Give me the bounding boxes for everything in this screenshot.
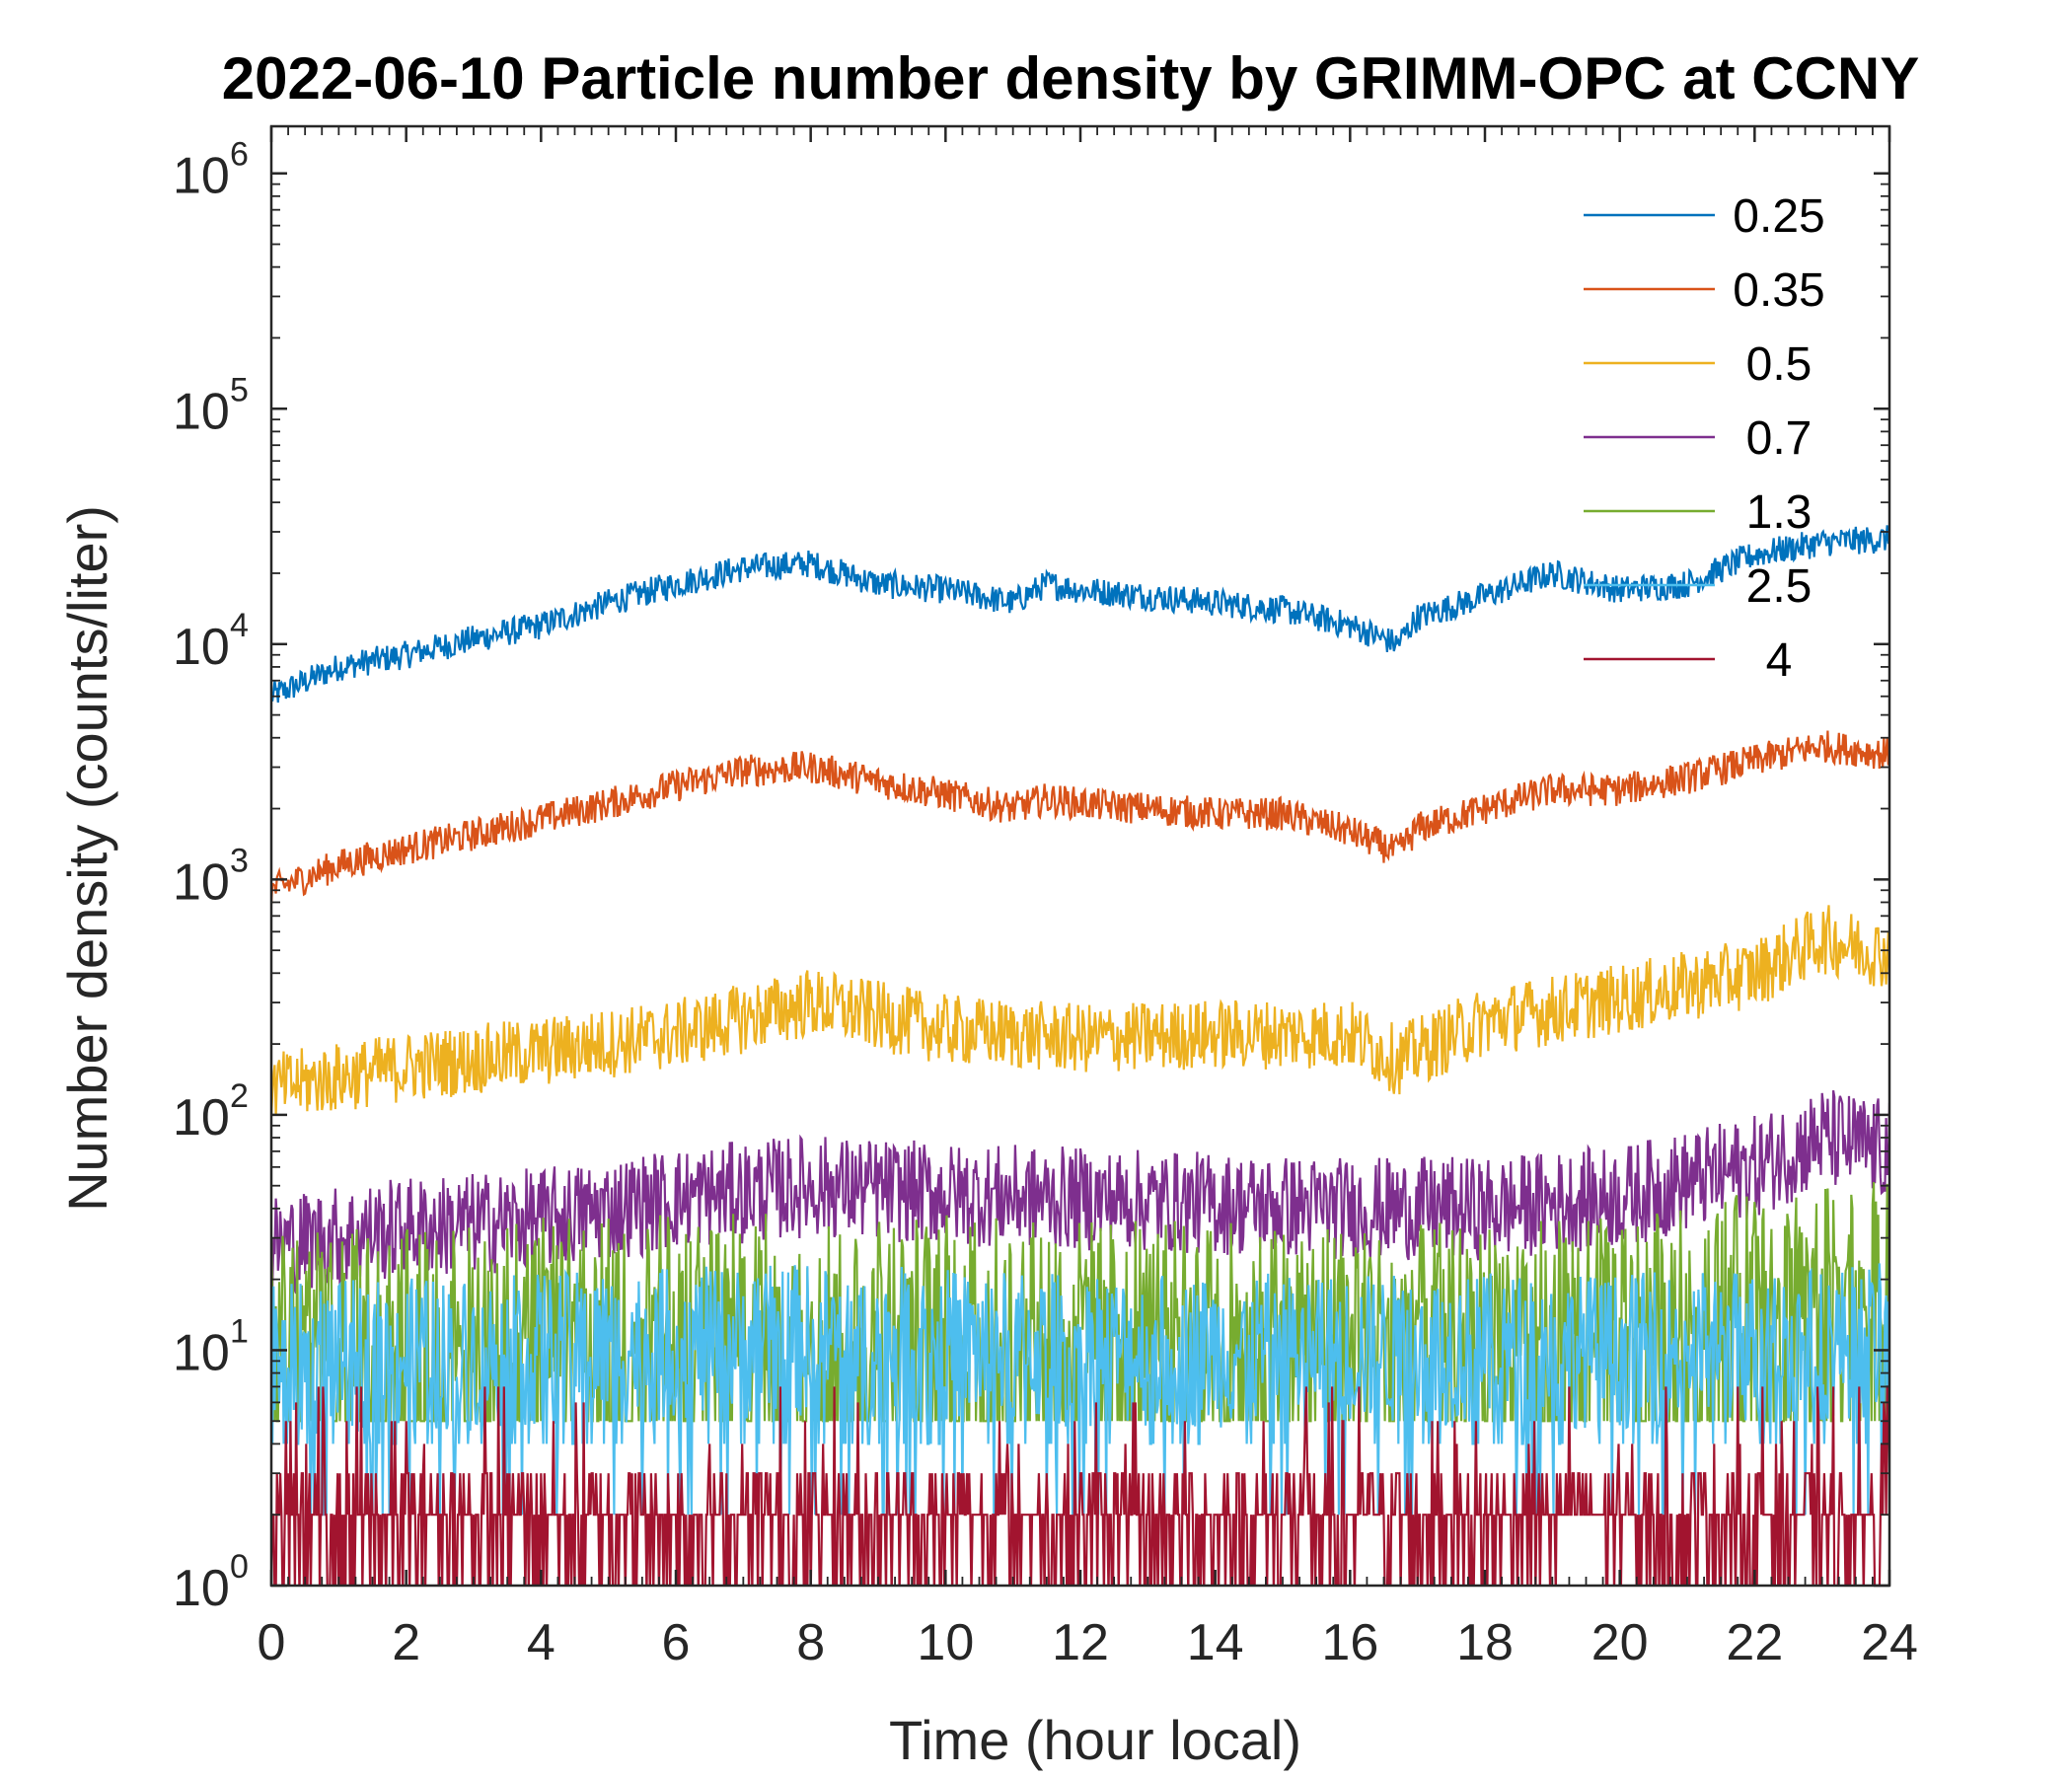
- x-tick-label: 0: [258, 1614, 286, 1671]
- legend-entry-0_35: 0.35: [1584, 264, 1825, 317]
- legend-label: 0.7: [1746, 412, 1813, 465]
- x-tick-label: 4: [527, 1614, 555, 1671]
- y-tick-label-base: 10: [173, 383, 230, 440]
- legend-entry-0_7: 0.7: [1584, 412, 1812, 465]
- legend-label: 1.3: [1746, 486, 1813, 539]
- series-line-0_7: [271, 1090, 1889, 1295]
- legend-entry-4: 4: [1584, 634, 1792, 687]
- x-tick-label: 22: [1726, 1614, 1783, 1671]
- legend-entry-1_3: 1.3: [1584, 486, 1812, 539]
- x-tick-label: 14: [1187, 1614, 1244, 1671]
- legend-label: 4: [1766, 634, 1793, 687]
- series-layer: [271, 525, 1889, 1586]
- y-tick-label-base: 10: [173, 148, 230, 205]
- legend-entry-2_5: 2.5: [1584, 560, 1812, 613]
- y-tick-label: 10 3: [173, 842, 249, 911]
- y-tick-label-base: 10: [173, 853, 230, 911]
- y-axis-label: Number density (counts/liter): [56, 505, 118, 1212]
- y-tick-label-exponent: 4: [230, 607, 249, 644]
- legend-label: 0.25: [1733, 190, 1824, 243]
- series-line-4: [271, 1385, 1889, 1586]
- y-tick-label: 10 6: [173, 136, 249, 205]
- x-tick-label: 12: [1052, 1614, 1109, 1671]
- y-tick-label-exponent: 0: [230, 1548, 249, 1586]
- series-line-1_3: [271, 1182, 1889, 1423]
- y-tick-label-base: 10: [173, 1560, 230, 1617]
- legend-label: 0.5: [1746, 338, 1813, 391]
- x-tick-label: 6: [662, 1614, 691, 1671]
- legend-label: 2.5: [1746, 560, 1813, 613]
- series-line-0_35: [271, 730, 1889, 905]
- x-tick-label: 20: [1591, 1614, 1649, 1671]
- x-tick-label: 2: [392, 1614, 420, 1671]
- x-tick-label: 8: [796, 1614, 825, 1671]
- x-tick-label: 18: [1456, 1614, 1514, 1671]
- series-line-0_25: [271, 525, 1889, 703]
- legend-label: 0.35: [1733, 264, 1824, 317]
- y-tick-label: 10 5: [173, 371, 249, 440]
- y-tick-label-exponent: 3: [230, 842, 249, 879]
- series-line-0_5: [271, 905, 1889, 1118]
- series-line-2_5: [271, 1263, 1889, 1517]
- y-tick-label-base: 10: [173, 1324, 230, 1381]
- y-tick-label-exponent: 5: [230, 371, 249, 408]
- chart-title: 2022-06-10 Particle number density by GR…: [222, 45, 1920, 111]
- y-tick-label-base: 10: [173, 1089, 230, 1147]
- y-tick-label-base: 10: [173, 619, 230, 676]
- y-tick-label-exponent: 2: [230, 1077, 249, 1115]
- x-tick-label: 16: [1321, 1614, 1378, 1671]
- y-tick-label: 10 2: [173, 1077, 249, 1147]
- x-tick-label: 24: [1861, 1614, 1918, 1671]
- y-tick-label: 10 1: [173, 1312, 249, 1381]
- y-tick-label-exponent: 6: [230, 136, 249, 174]
- y-tick-label-exponent: 1: [230, 1312, 249, 1350]
- legend-entry-0_5: 0.5: [1584, 338, 1812, 391]
- x-axis-label: Time (hour local): [889, 1709, 1301, 1771]
- y-tick-label: 10 0: [173, 1548, 249, 1617]
- x-tick-label: 10: [917, 1614, 974, 1671]
- legend-entry-0_25: 0.25: [1584, 190, 1825, 243]
- legend: 0.25 0.35 0.5 0.7 1.3 2.5 4: [1584, 190, 1825, 687]
- y-tick-label: 10 4: [173, 607, 249, 676]
